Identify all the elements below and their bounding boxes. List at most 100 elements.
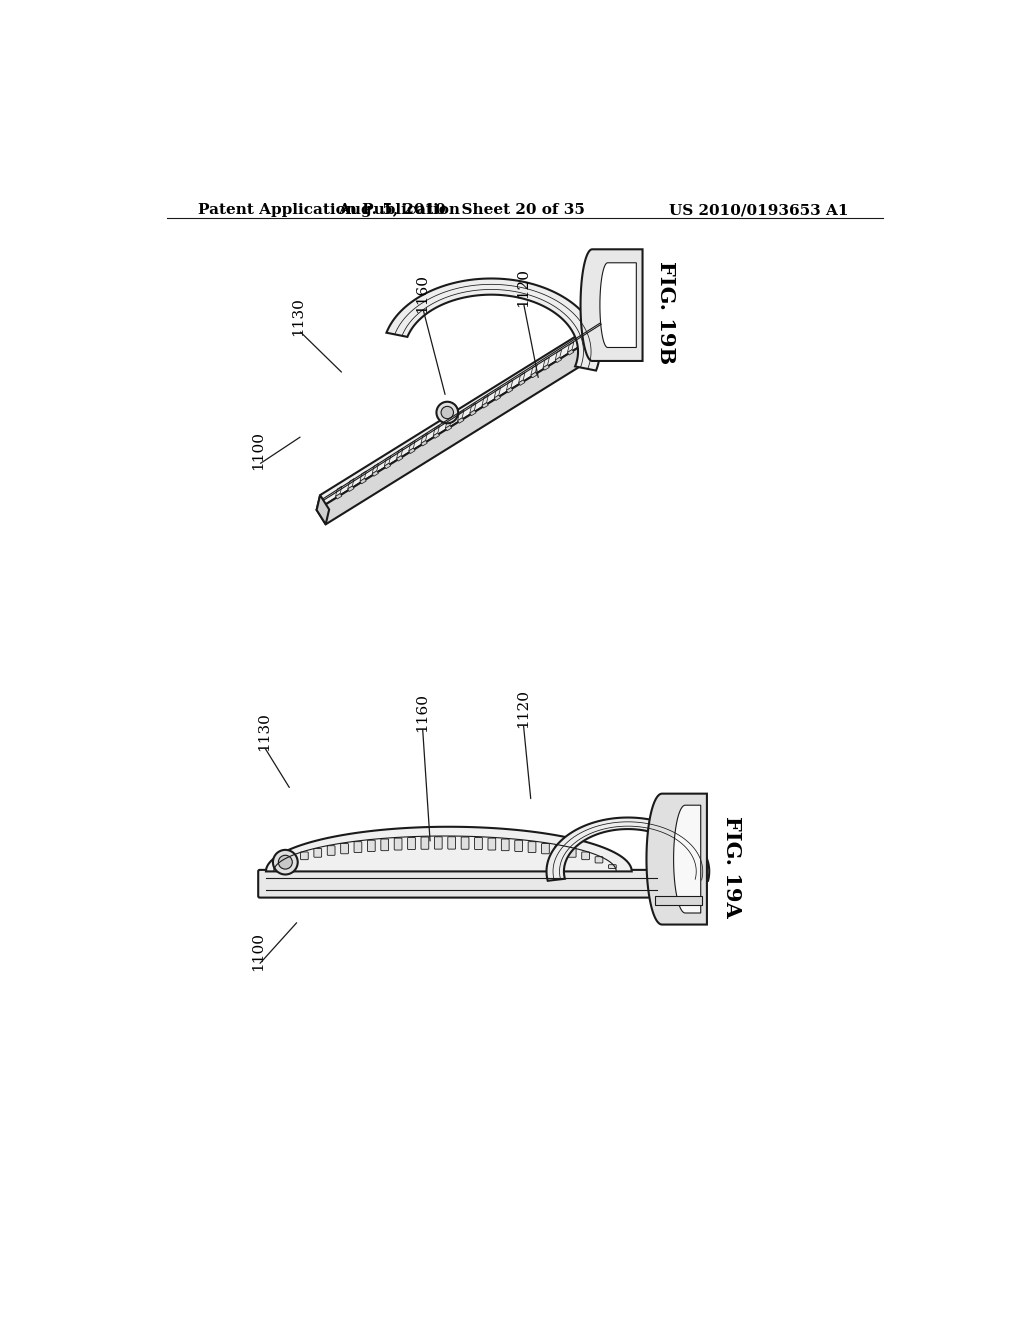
FancyBboxPatch shape <box>447 837 456 849</box>
Polygon shape <box>421 441 427 446</box>
FancyBboxPatch shape <box>595 857 603 863</box>
Polygon shape <box>518 380 525 385</box>
FancyBboxPatch shape <box>421 837 429 849</box>
FancyBboxPatch shape <box>488 838 496 850</box>
Polygon shape <box>600 263 636 347</box>
FancyBboxPatch shape <box>434 837 442 849</box>
Polygon shape <box>495 388 501 397</box>
Polygon shape <box>433 433 439 438</box>
Text: Aug. 5, 2010   Sheet 20 of 35: Aug. 5, 2010 Sheet 20 of 35 <box>338 203 585 216</box>
FancyBboxPatch shape <box>328 846 335 855</box>
Polygon shape <box>316 495 329 524</box>
Polygon shape <box>336 486 342 496</box>
FancyBboxPatch shape <box>354 842 361 853</box>
Polygon shape <box>458 411 464 421</box>
Text: US 2010/0193653 A1: US 2010/0193653 A1 <box>670 203 849 216</box>
Polygon shape <box>547 817 710 880</box>
Polygon shape <box>396 449 402 458</box>
Polygon shape <box>470 411 476 416</box>
Text: 1100: 1100 <box>251 932 265 972</box>
Circle shape <box>279 855 292 869</box>
FancyBboxPatch shape <box>502 840 509 850</box>
Polygon shape <box>336 494 342 499</box>
Text: 1100: 1100 <box>251 432 265 470</box>
Polygon shape <box>543 364 549 370</box>
Polygon shape <box>396 455 402 461</box>
Polygon shape <box>581 249 642 360</box>
FancyBboxPatch shape <box>314 849 322 857</box>
FancyBboxPatch shape <box>582 851 590 859</box>
Polygon shape <box>372 463 379 474</box>
Polygon shape <box>470 403 476 413</box>
Polygon shape <box>386 279 600 371</box>
FancyBboxPatch shape <box>258 870 665 898</box>
Polygon shape <box>384 463 390 469</box>
Circle shape <box>441 407 454 418</box>
FancyBboxPatch shape <box>515 841 522 851</box>
Polygon shape <box>482 395 488 405</box>
Polygon shape <box>507 380 513 391</box>
Text: 1130: 1130 <box>292 297 305 335</box>
Circle shape <box>273 850 298 874</box>
FancyBboxPatch shape <box>568 849 577 857</box>
Text: 1120: 1120 <box>516 689 530 729</box>
Text: 1130: 1130 <box>257 713 270 751</box>
FancyBboxPatch shape <box>287 857 295 863</box>
FancyBboxPatch shape <box>408 837 416 850</box>
FancyBboxPatch shape <box>300 851 308 859</box>
Text: Patent Application Publication: Patent Application Publication <box>198 203 460 216</box>
Polygon shape <box>409 447 415 454</box>
Polygon shape <box>646 793 707 924</box>
FancyBboxPatch shape <box>528 842 536 853</box>
FancyBboxPatch shape <box>555 846 562 855</box>
Polygon shape <box>530 372 538 378</box>
Polygon shape <box>360 471 367 482</box>
FancyBboxPatch shape <box>368 841 375 851</box>
Polygon shape <box>567 342 573 352</box>
Polygon shape <box>592 334 598 339</box>
FancyBboxPatch shape <box>273 865 282 869</box>
Polygon shape <box>495 395 501 400</box>
Text: 1160: 1160 <box>416 693 429 733</box>
Polygon shape <box>348 486 354 491</box>
Circle shape <box>436 401 458 424</box>
FancyBboxPatch shape <box>394 838 402 850</box>
Text: 1160: 1160 <box>416 273 429 313</box>
Polygon shape <box>655 896 701 906</box>
Text: FIG. 19A: FIG. 19A <box>722 816 741 917</box>
Polygon shape <box>543 358 550 367</box>
Polygon shape <box>433 425 439 436</box>
FancyBboxPatch shape <box>461 837 469 849</box>
Text: FIG. 19B: FIG. 19B <box>655 261 676 364</box>
Polygon shape <box>555 358 561 363</box>
Polygon shape <box>674 805 700 913</box>
Polygon shape <box>266 826 632 871</box>
Polygon shape <box>567 350 573 355</box>
Polygon shape <box>530 364 538 375</box>
FancyBboxPatch shape <box>341 843 348 854</box>
Polygon shape <box>348 479 354 488</box>
FancyBboxPatch shape <box>381 840 388 850</box>
Polygon shape <box>507 388 513 393</box>
Polygon shape <box>316 315 609 510</box>
Polygon shape <box>580 334 586 345</box>
FancyBboxPatch shape <box>474 837 482 850</box>
FancyBboxPatch shape <box>608 865 616 869</box>
Text: 1120: 1120 <box>516 268 530 308</box>
Polygon shape <box>384 455 391 466</box>
FancyBboxPatch shape <box>542 843 549 854</box>
Polygon shape <box>555 350 561 360</box>
Polygon shape <box>372 471 379 477</box>
Polygon shape <box>445 425 452 430</box>
Polygon shape <box>316 330 614 524</box>
Polygon shape <box>458 418 464 424</box>
Polygon shape <box>518 372 525 383</box>
Polygon shape <box>409 441 415 451</box>
Polygon shape <box>445 418 452 428</box>
Polygon shape <box>606 315 618 345</box>
Polygon shape <box>580 342 586 347</box>
Polygon shape <box>421 433 427 444</box>
Polygon shape <box>360 478 367 484</box>
Polygon shape <box>592 327 598 338</box>
Polygon shape <box>482 403 488 408</box>
